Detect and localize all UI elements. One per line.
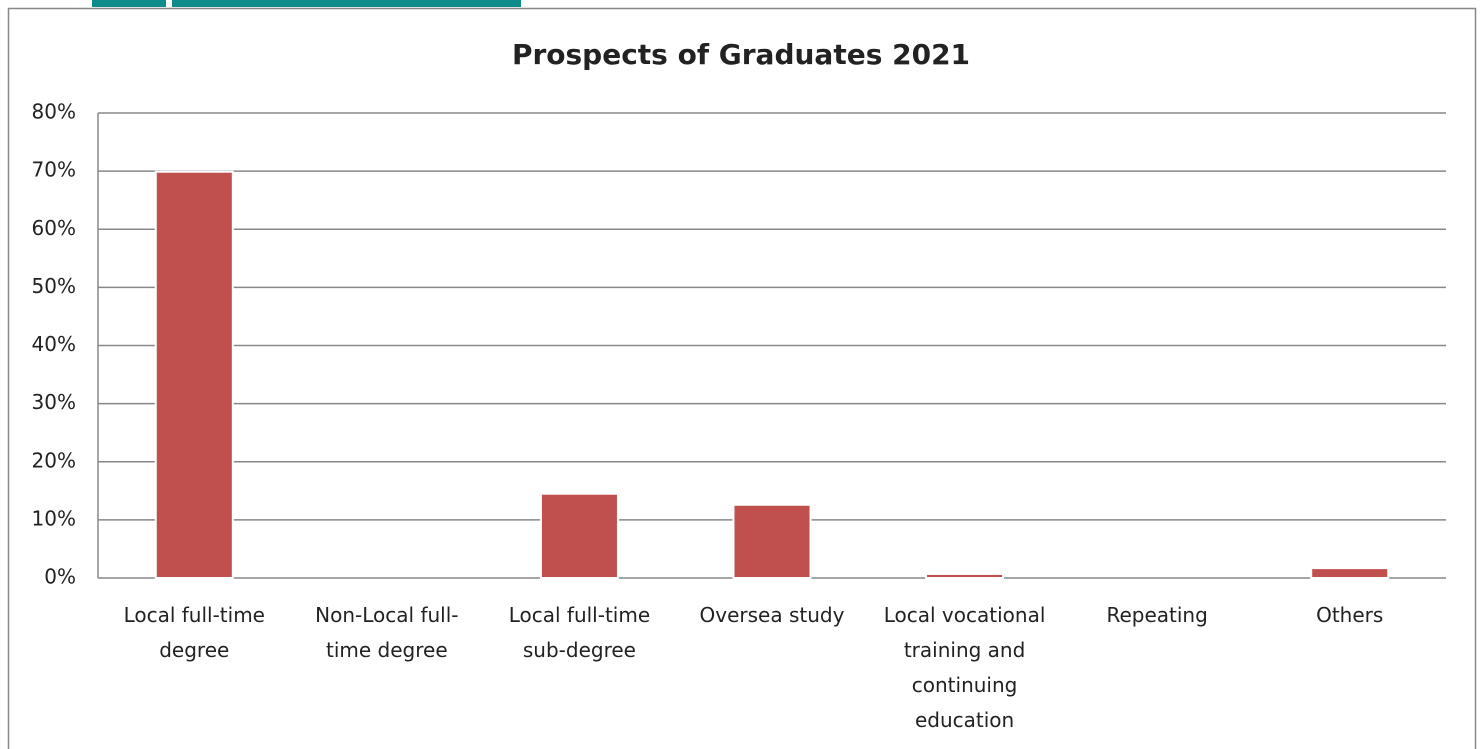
y-tick-label: 70% bbox=[32, 158, 76, 182]
x-tick-label: Others bbox=[1316, 603, 1384, 627]
x-tick-label: Local full-time degree bbox=[123, 603, 265, 662]
bar bbox=[1310, 567, 1390, 580]
y-tick-label: 50% bbox=[32, 274, 76, 298]
y-tick-label: 30% bbox=[32, 390, 76, 414]
x-tick-label: Local full-time sub-degree bbox=[508, 603, 651, 662]
y-tick-label: 20% bbox=[32, 448, 76, 472]
x-tick-label: Non-Local full-time degree bbox=[315, 603, 459, 662]
bar bbox=[925, 572, 1005, 580]
tab bbox=[92, 0, 166, 7]
y-tick-label: 80% bbox=[32, 100, 76, 124]
x-tick-label: Repeating bbox=[1106, 603, 1208, 627]
x-tick-label: Oversea study bbox=[699, 603, 845, 627]
x-tick-label: Local vocational training and continuing… bbox=[883, 603, 1046, 732]
bar bbox=[539, 492, 619, 579]
y-tick-label: 10% bbox=[32, 506, 76, 530]
y-tick-label: 40% bbox=[32, 332, 76, 356]
bar bbox=[154, 170, 234, 580]
tab bbox=[172, 0, 521, 7]
y-tick-label: 0% bbox=[44, 565, 76, 589]
chart-frame bbox=[7, 7, 1477, 749]
chart-title: Prospects of Graduates 2021 bbox=[512, 38, 970, 71]
bar bbox=[732, 503, 812, 580]
y-tick-label: 60% bbox=[32, 216, 76, 240]
